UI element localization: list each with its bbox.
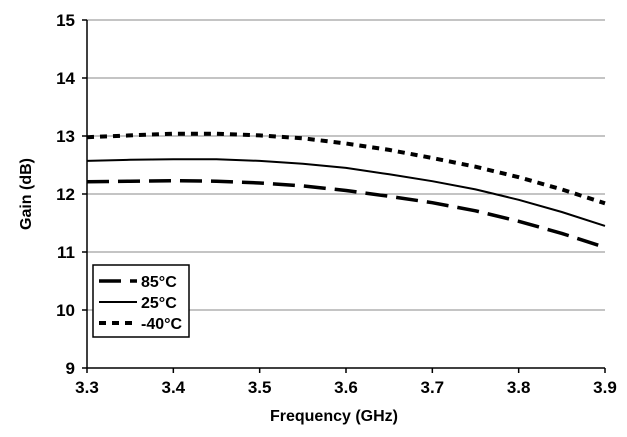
y-tick-label: 13: [56, 127, 75, 146]
series-layer: [86, 131, 606, 250]
x-tick-label: 3.9: [593, 378, 617, 397]
series-line-1: [86, 178, 606, 250]
legend-label-3: -40°C: [141, 316, 183, 333]
x-tick-label: 3.7: [421, 378, 445, 397]
x-tick-label: 3.4: [162, 378, 186, 397]
x-tick-label: 3.5: [248, 378, 272, 397]
x-tick-label: 3.6: [334, 378, 358, 397]
x-axis-label: Frequency (GHz): [270, 408, 398, 425]
y-tick-label: 9: [66, 359, 75, 378]
legend: 85°C 25°C -40°C: [92, 264, 190, 338]
y-tick-label: 12: [56, 185, 75, 204]
legend-label-2: 25°C: [141, 295, 177, 312]
series-line-2: [86, 158, 606, 227]
grid-layer: [87, 19, 605, 311]
x-tick-label: 3.3: [75, 378, 99, 397]
y-tick-label: 14: [56, 69, 75, 88]
series-line-3: [86, 131, 606, 206]
y-tick-label: 15: [56, 11, 75, 30]
x-tick-label: 3.8: [507, 378, 531, 397]
legend-label-1: 85°C: [141, 274, 177, 291]
y-axis-label: Gain (dB): [18, 158, 35, 230]
y-tick-label: 10: [56, 301, 75, 320]
y-tick-label: 11: [57, 243, 75, 262]
ticks-layer: 9 10 11 12 13 14 15 3.3 3.4 3.5 3.6 3.7 3.8 3.9: [56, 11, 617, 397]
